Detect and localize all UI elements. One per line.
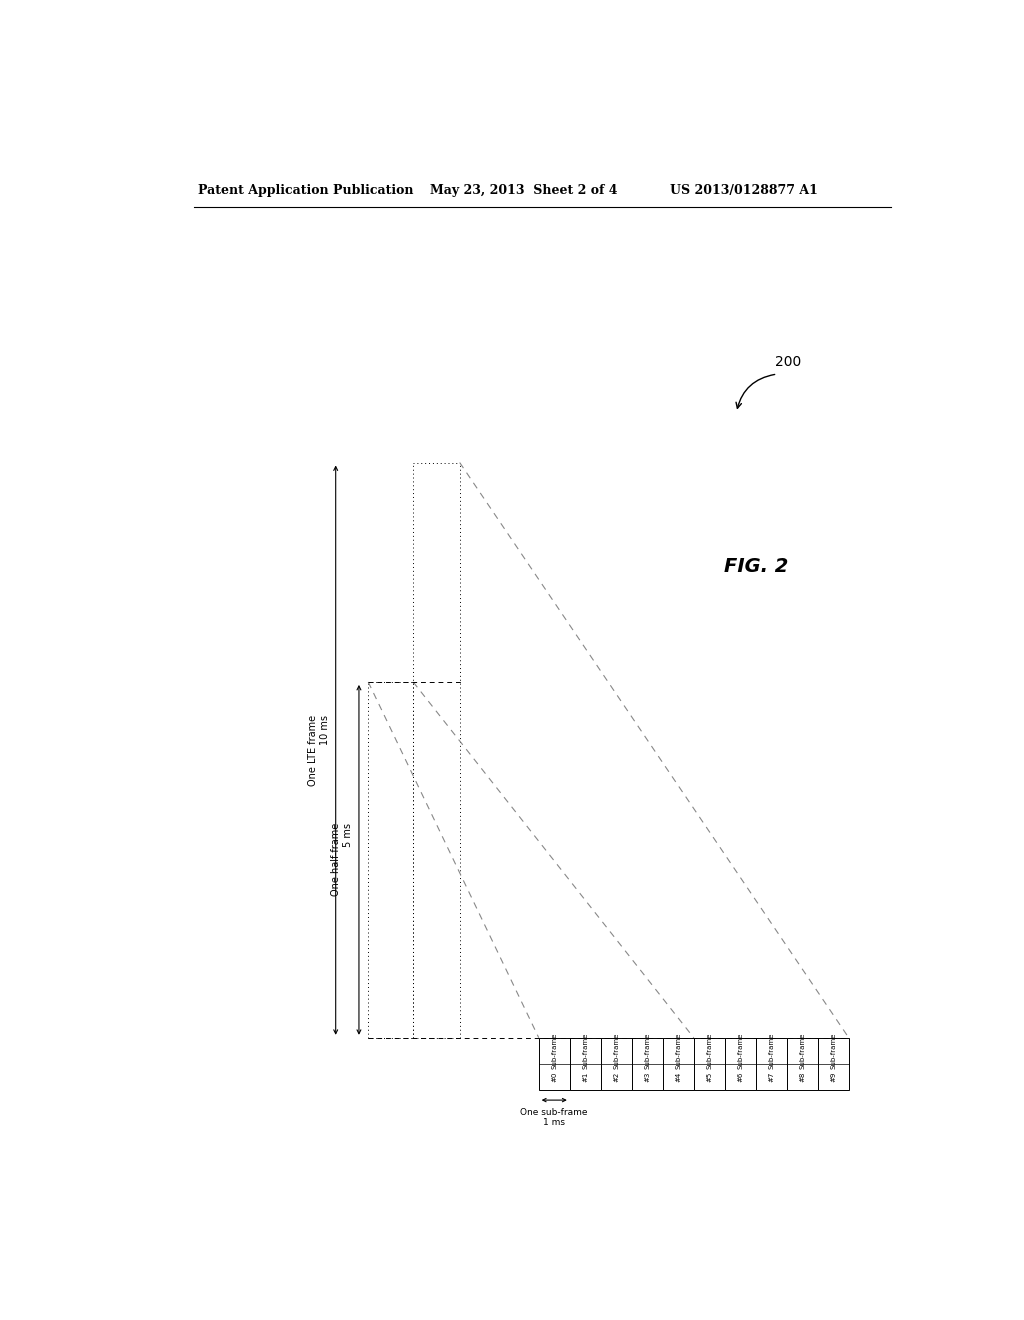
Text: #3: #3 — [644, 1072, 650, 1082]
Text: May 23, 2013  Sheet 2 of 4: May 23, 2013 Sheet 2 of 4 — [430, 185, 617, 197]
Text: #5: #5 — [707, 1072, 713, 1082]
Text: #6: #6 — [737, 1072, 743, 1082]
Text: Sub-frame: Sub-frame — [613, 1032, 620, 1069]
Text: #7: #7 — [768, 1072, 774, 1082]
Text: Sub-frame: Sub-frame — [583, 1032, 588, 1069]
Text: Sub-frame: Sub-frame — [675, 1032, 681, 1069]
Text: Sub-frame: Sub-frame — [830, 1032, 837, 1069]
Text: #9: #9 — [830, 1072, 837, 1082]
Text: #0: #0 — [551, 1072, 557, 1082]
Bar — [632, 1038, 663, 1090]
Text: FIG. 2: FIG. 2 — [724, 557, 787, 576]
Text: One sub-frame
1 ms: One sub-frame 1 ms — [520, 1107, 588, 1127]
Bar — [756, 1038, 786, 1090]
Text: Sub-frame: Sub-frame — [707, 1032, 713, 1069]
Text: Sub-frame: Sub-frame — [768, 1032, 774, 1069]
Text: Sub-frame: Sub-frame — [737, 1032, 743, 1069]
Text: Sub-frame: Sub-frame — [551, 1032, 557, 1069]
Text: #2: #2 — [613, 1072, 620, 1082]
Bar — [818, 1038, 849, 1090]
Text: One LTE frame
10 ms: One LTE frame 10 ms — [308, 714, 330, 785]
Bar — [725, 1038, 756, 1090]
Text: #8: #8 — [800, 1072, 805, 1082]
Text: Sub-frame: Sub-frame — [644, 1032, 650, 1069]
Bar — [539, 1038, 569, 1090]
Text: Patent Application Publication: Patent Application Publication — [198, 185, 414, 197]
Bar — [601, 1038, 632, 1090]
Text: #1: #1 — [583, 1072, 588, 1082]
Bar — [786, 1038, 818, 1090]
Bar — [569, 1038, 601, 1090]
Text: 200: 200 — [775, 355, 802, 370]
Text: Sub-frame: Sub-frame — [800, 1032, 805, 1069]
Text: US 2013/0128877 A1: US 2013/0128877 A1 — [671, 185, 818, 197]
Text: One half-frame
5 ms: One half-frame 5 ms — [331, 824, 352, 896]
Bar — [663, 1038, 693, 1090]
Bar — [693, 1038, 725, 1090]
Text: #4: #4 — [675, 1072, 681, 1082]
